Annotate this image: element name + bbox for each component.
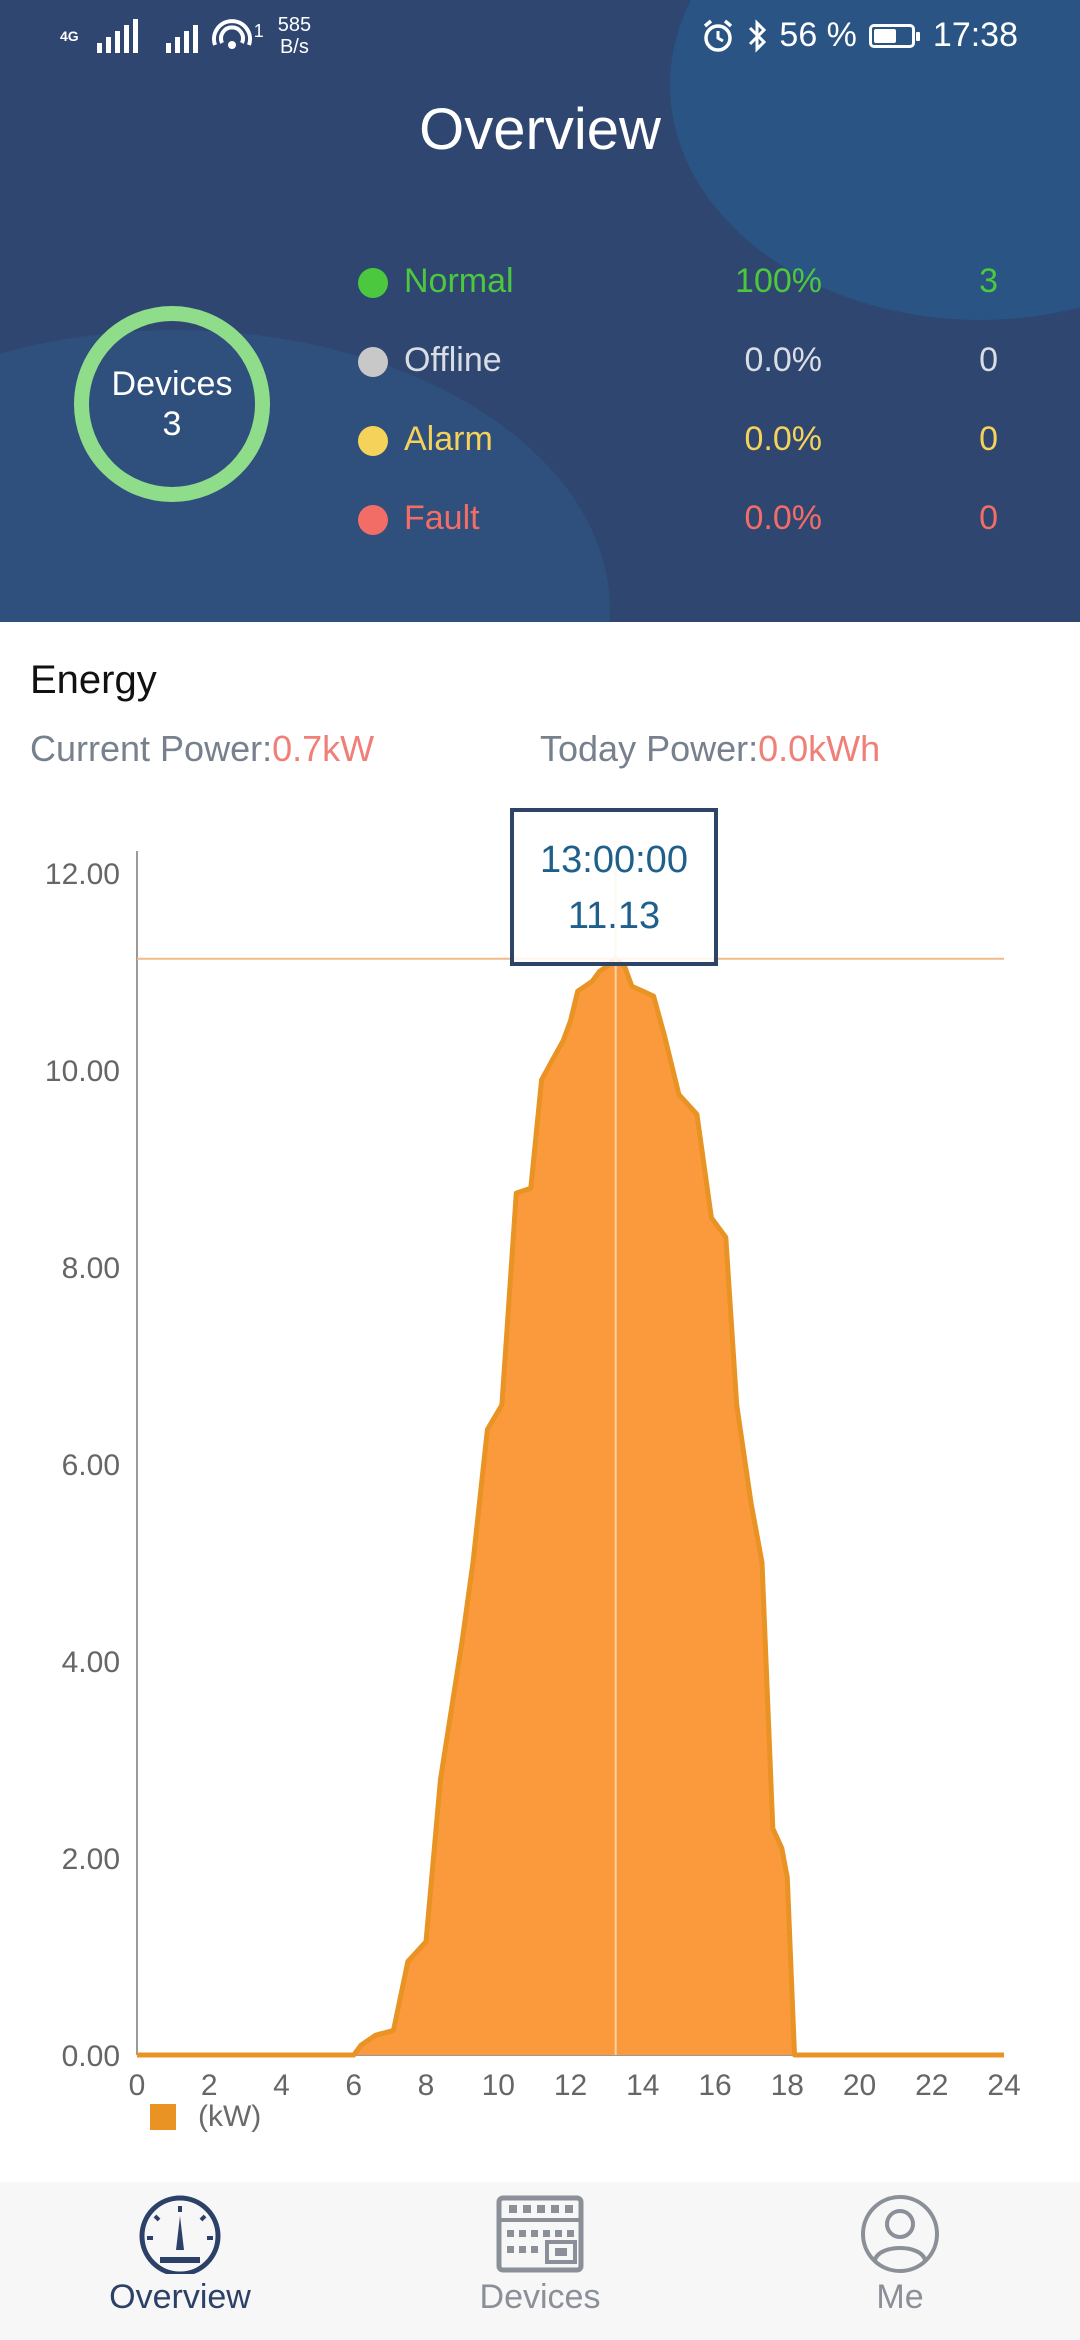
status-count: 0 xyxy=(979,341,998,379)
nav-overview-label: Overview xyxy=(109,2278,251,2316)
today-power-value: 0.0kWh xyxy=(758,728,881,769)
gauge-icon xyxy=(139,2195,221,2274)
user-icon xyxy=(861,2195,939,2273)
wifi-hotspot-icon xyxy=(211,19,252,49)
y-tick-label: 12.00 xyxy=(45,858,120,891)
network-speed: 585 B/s xyxy=(277,14,312,58)
x-tick-label: 22 xyxy=(915,2069,948,2102)
status-label: Normal xyxy=(404,262,514,300)
network-type-label: 4G xyxy=(60,28,79,44)
status-row-alarm[interactable]: Alarm 0.0% 0 xyxy=(358,416,1008,495)
status-count: 0 xyxy=(979,420,998,458)
status-percent: 100% xyxy=(735,262,822,300)
tooltip-value: 11.13 xyxy=(567,895,661,937)
status-percent: 0.0% xyxy=(744,420,823,458)
battery-percent: 56 % xyxy=(779,16,857,54)
status-percent: 0.0% xyxy=(744,341,823,379)
tooltip-time: 13:00:00 xyxy=(540,839,688,881)
signal-icon xyxy=(96,19,138,53)
legend-label: (kW) xyxy=(198,2100,262,2133)
bluetooth-icon xyxy=(749,18,767,53)
devices-label: Devices xyxy=(111,365,233,403)
y-tick-label: 6.00 xyxy=(62,1449,120,1482)
clock-time: 17:38 xyxy=(932,16,1018,54)
x-tick-label: 14 xyxy=(626,2069,659,2102)
x-tick-label: 18 xyxy=(771,2069,804,2102)
devices-ring[interactable]: Devices 3 xyxy=(74,306,270,502)
x-tick-label: 16 xyxy=(698,2069,731,2102)
page-title: Overview xyxy=(419,97,661,162)
x-tick-label: 20 xyxy=(843,2069,876,2102)
today-power: Today Power:0.0kWh xyxy=(540,728,880,770)
current-power: Current Power:0.7kW xyxy=(30,728,374,770)
nav-overview[interactable]: Overview xyxy=(0,2182,360,2340)
y-tick-label: 0.00 xyxy=(62,2040,120,2073)
status-dot-icon xyxy=(358,347,388,377)
today-power-label: Today Power: xyxy=(540,728,759,769)
status-percent: 0.0% xyxy=(744,499,823,537)
status-count: 3 xyxy=(979,262,998,300)
alarm-icon xyxy=(704,19,733,52)
battery-icon xyxy=(868,23,920,48)
signal-icon xyxy=(165,19,198,53)
status-label: Fault xyxy=(404,499,480,537)
devices-count: 3 xyxy=(162,405,182,443)
x-tick-label: 10 xyxy=(482,2069,515,2102)
y-tick-label: 2.00 xyxy=(62,1843,120,1876)
device-status-list: Normal 100% 3 Offline 0.0% 0 Alarm 0.0% … xyxy=(358,258,1008,574)
status-row-offline[interactable]: Offline 0.0% 0 xyxy=(358,337,1008,416)
current-power-label: Current Power: xyxy=(30,728,273,769)
current-power-value: 0.7kW xyxy=(272,728,375,769)
device-panel-icon xyxy=(496,2195,584,2273)
x-tick-label: 24 xyxy=(987,2069,1020,2102)
nav-devices-label: Devices xyxy=(479,2278,601,2316)
status-dot-icon xyxy=(358,426,388,456)
nav-me[interactable]: Me xyxy=(720,2182,1080,2340)
x-tick-label: 0 xyxy=(129,2069,146,2102)
x-tick-label: 12 xyxy=(554,2069,587,2102)
y-tick-label: 10.00 xyxy=(45,1055,120,1088)
x-tick-label: 8 xyxy=(418,2069,435,2102)
x-tick-label: 4 xyxy=(273,2069,290,2102)
status-label: Alarm xyxy=(404,420,493,458)
energy-title: Energy xyxy=(30,658,157,702)
status-count: 0 xyxy=(979,499,998,537)
x-tick-label: 2 xyxy=(201,2069,218,2102)
chart-tooltip: 13:00:00 11.13 xyxy=(510,808,718,966)
chart-legend[interactable]: (kW) xyxy=(150,2100,261,2134)
bottom-navigation: Overview Devices Me xyxy=(0,2182,1080,2340)
legend-swatch xyxy=(150,2104,176,2130)
hotspot-count: 1 xyxy=(253,20,264,41)
status-dot-icon xyxy=(358,268,388,298)
status-dot-icon xyxy=(358,505,388,535)
area-fill xyxy=(137,958,1004,2056)
series-line xyxy=(137,956,1004,2058)
status-bar: 4G 1 585 B/s xyxy=(0,0,1080,72)
status-row-fault[interactable]: Fault 0.0% 0 xyxy=(358,495,1008,574)
nav-me-label: Me xyxy=(876,2278,924,2316)
x-tick-label: 6 xyxy=(345,2069,362,2102)
status-label: Offline xyxy=(404,341,502,379)
status-row-normal[interactable]: Normal 100% 3 xyxy=(358,258,1008,337)
y-tick-label: 4.00 xyxy=(62,1646,120,1679)
nav-devices[interactable]: Devices xyxy=(360,2182,720,2340)
y-tick-label: 8.00 xyxy=(62,1252,120,1285)
overview-header: 4G 1 585 B/s xyxy=(0,0,1080,622)
